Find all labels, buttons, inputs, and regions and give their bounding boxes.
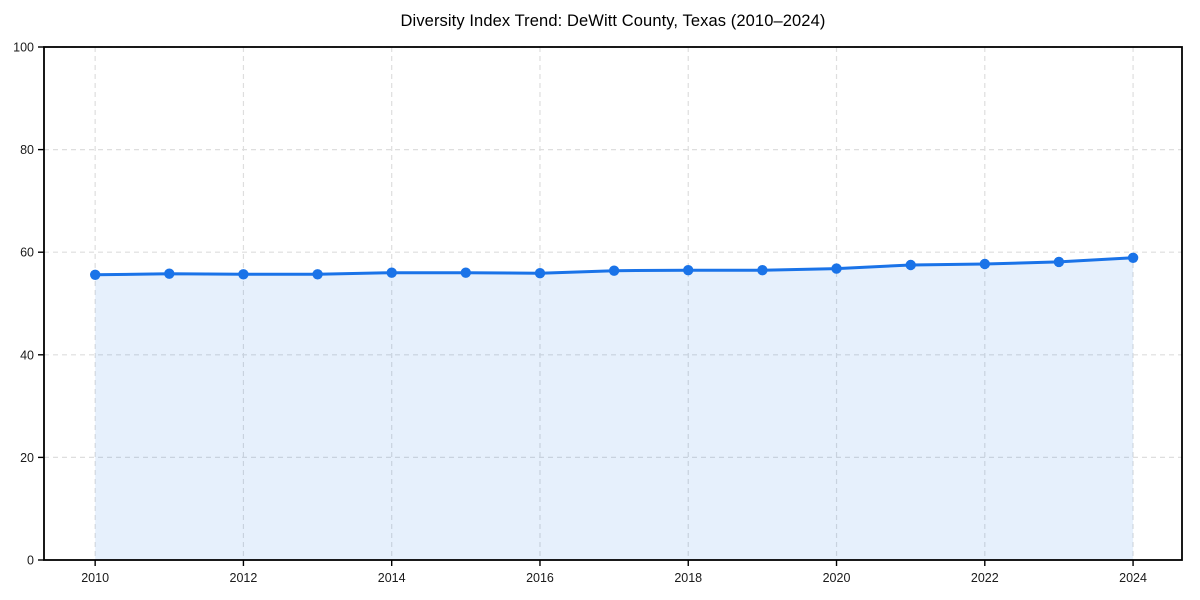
data-point: [757, 265, 768, 276]
x-tick-label: 2022: [971, 571, 999, 585]
data-point: [312, 269, 323, 280]
x-tick-label: 2024: [1119, 571, 1147, 585]
x-tick-label: 2018: [674, 571, 702, 585]
data-point: [90, 269, 101, 280]
y-tick-label: 80: [20, 143, 34, 157]
data-point: [683, 265, 694, 276]
y-tick-label: 100: [13, 41, 34, 55]
x-tick-label: 2012: [230, 571, 258, 585]
y-tick-label: 60: [20, 246, 34, 260]
data-point: [608, 265, 620, 276]
x-tick-label: 2016: [526, 571, 554, 585]
x-tick-label: 2020: [823, 571, 851, 585]
data-point: [238, 269, 249, 280]
chart-title: Diversity Index Trend: DeWitt County, Te…: [400, 12, 826, 30]
y-tick-label: 0: [27, 554, 34, 568]
area-fill: [95, 257, 1134, 560]
y-tick-label: 20: [20, 451, 34, 465]
data-point: [460, 267, 471, 278]
y-tick-label: 40: [20, 348, 34, 362]
data-point: [386, 267, 397, 278]
data-point: [905, 259, 916, 271]
data-point: [534, 268, 546, 279]
data-point: [979, 258, 990, 270]
x-tick-label: 2010: [81, 571, 109, 585]
data-point: [831, 263, 842, 274]
plot-border: [43, 46, 1183, 561]
data-point: [1053, 256, 1065, 268]
data-point: [164, 268, 175, 279]
data-point: [1127, 252, 1139, 263]
x-tick-label: 2014: [378, 571, 406, 585]
